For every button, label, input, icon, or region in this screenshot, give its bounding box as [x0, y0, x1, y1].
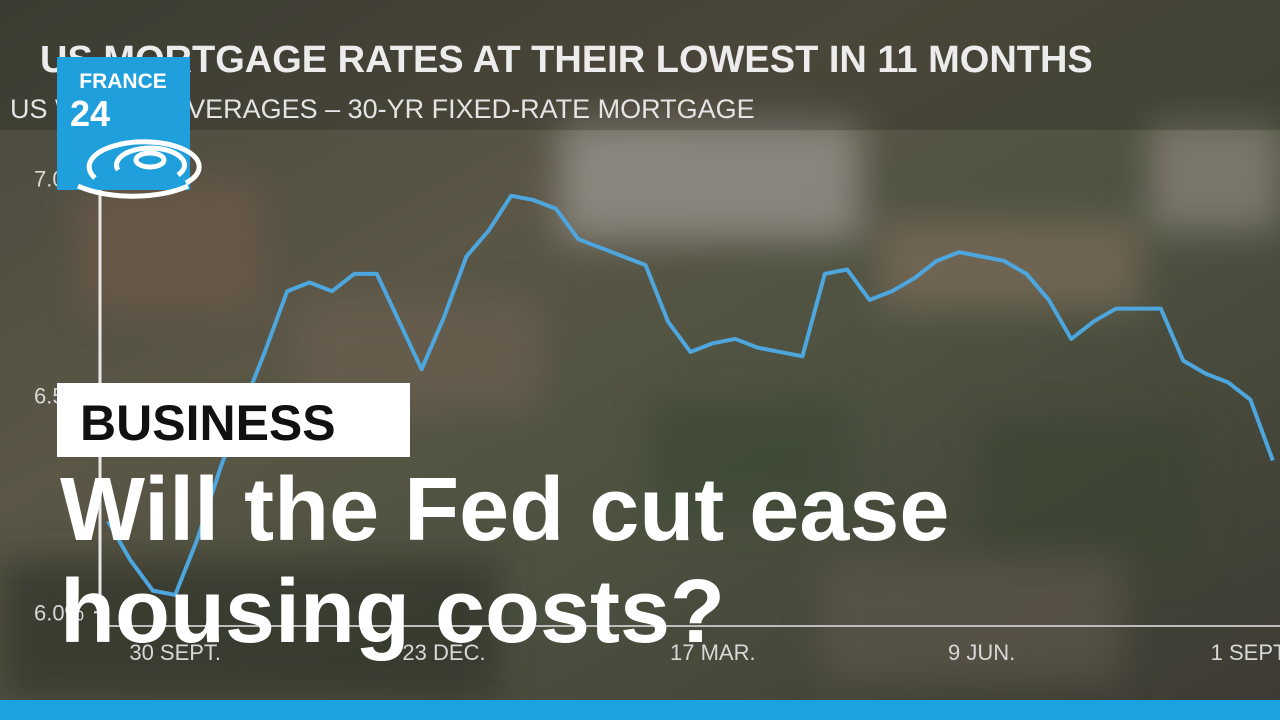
headline: Will the Fed cut ease [60, 460, 949, 560]
title-shade [0, 0, 1280, 130]
x-tick-label: 30 SEPT. [129, 640, 221, 665]
background-photo [0, 120, 1280, 700]
data-line [106, 193, 1275, 597]
logo-swirl [76, 139, 202, 199]
x-tick-label: 17 MAR. [670, 640, 756, 665]
logo-text: FRANCE [79, 70, 167, 93]
section-box [57, 383, 410, 457]
chart-title: US MORTGAGE RATES AT THEIR LOWEST IN 11 … [40, 39, 1093, 81]
logo-number: 24 [70, 93, 110, 134]
logo: FRANCE 24 [57, 57, 202, 199]
x-tick-label: 1 SEPT. [1211, 640, 1280, 665]
bottom-bar [0, 700, 1280, 720]
headline: housing costs? [60, 562, 725, 662]
x-tick-label: 23 DEC. [402, 640, 485, 665]
logo-box [57, 57, 190, 190]
y-tick-label: 6.0% [34, 600, 84, 625]
section-label: BUSINESS [80, 395, 336, 451]
x-tick-label: 9 JUN. [948, 640, 1015, 665]
